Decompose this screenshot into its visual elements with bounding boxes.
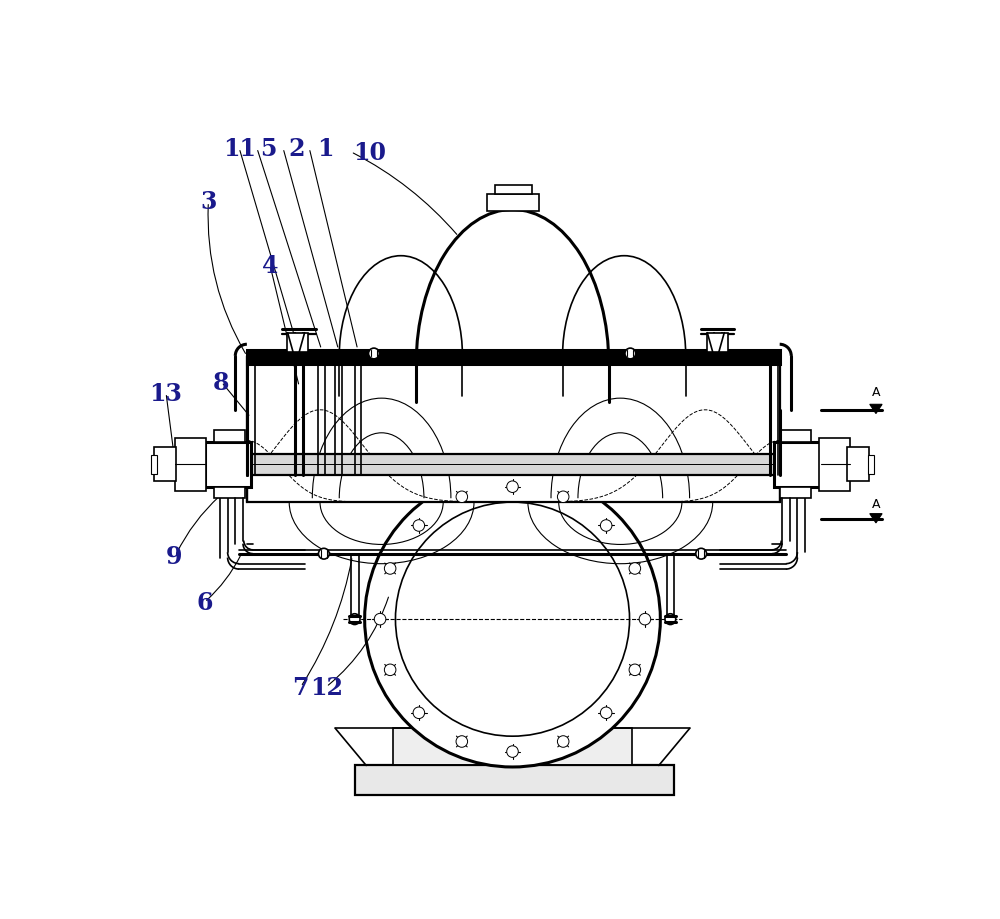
Bar <box>487 195 539 211</box>
Text: 10: 10 <box>354 141 387 165</box>
Circle shape <box>456 492 468 503</box>
Bar <box>170 454 857 476</box>
Text: A: A <box>872 386 880 399</box>
Circle shape <box>413 708 425 719</box>
Circle shape <box>384 563 396 574</box>
Circle shape <box>557 736 569 747</box>
Bar <box>214 487 245 499</box>
Circle shape <box>456 736 468 747</box>
Circle shape <box>507 746 518 757</box>
Text: 1: 1 <box>317 137 334 161</box>
Circle shape <box>557 492 569 503</box>
Circle shape <box>507 482 518 493</box>
Polygon shape <box>870 514 882 523</box>
Circle shape <box>374 614 386 625</box>
Circle shape <box>629 563 641 574</box>
Bar <box>151 456 157 474</box>
Bar <box>175 438 206 491</box>
Circle shape <box>625 348 636 359</box>
Circle shape <box>600 708 612 719</box>
Bar <box>416 715 609 729</box>
Circle shape <box>696 549 707 560</box>
Circle shape <box>413 520 425 532</box>
Bar <box>247 350 780 364</box>
Text: 6: 6 <box>196 590 213 614</box>
Bar <box>154 448 176 482</box>
Bar <box>214 431 245 443</box>
Text: 12: 12 <box>310 675 343 699</box>
Circle shape <box>384 664 396 675</box>
Bar <box>780 487 811 499</box>
Bar <box>707 335 728 353</box>
Bar <box>847 448 869 482</box>
Bar <box>819 438 850 491</box>
Text: 5: 5 <box>260 137 277 161</box>
Circle shape <box>318 549 329 560</box>
Text: A: A <box>872 497 880 510</box>
Bar <box>393 729 632 766</box>
Circle shape <box>365 471 660 767</box>
Bar <box>774 443 821 487</box>
Circle shape <box>349 614 360 625</box>
Polygon shape <box>870 405 882 414</box>
Circle shape <box>665 614 676 625</box>
Bar <box>495 186 532 195</box>
Bar <box>287 335 308 353</box>
Text: 2: 2 <box>289 137 305 161</box>
Text: 11: 11 <box>223 137 256 161</box>
Bar <box>780 431 811 443</box>
Bar <box>247 475 780 503</box>
Text: 13: 13 <box>150 381 182 405</box>
Text: 4: 4 <box>262 254 278 278</box>
Bar <box>205 443 251 487</box>
Text: 7: 7 <box>293 675 309 699</box>
Bar <box>355 766 674 795</box>
Circle shape <box>600 520 612 532</box>
Circle shape <box>639 614 651 625</box>
Circle shape <box>629 664 641 675</box>
Circle shape <box>395 503 630 736</box>
Circle shape <box>369 348 379 359</box>
Bar <box>868 456 874 474</box>
Text: 3: 3 <box>200 190 217 214</box>
Text: 9: 9 <box>165 544 182 568</box>
Text: 8: 8 <box>213 370 230 394</box>
